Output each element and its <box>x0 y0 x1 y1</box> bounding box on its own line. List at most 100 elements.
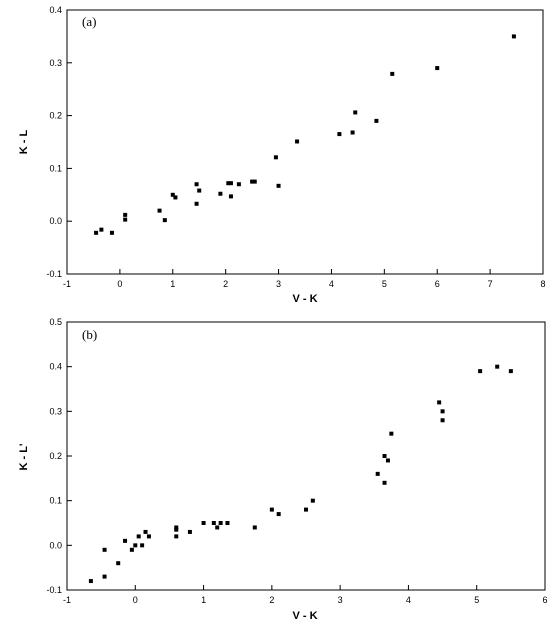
data-point-a-0-28 <box>511 34 516 39</box>
x-tick-label-b-6: 5 <box>474 595 479 605</box>
data-point-a-0-19 <box>273 155 278 160</box>
data-point-a-0-27 <box>435 66 440 71</box>
y-tick-label-a-5: 0.4 <box>49 5 62 15</box>
data-point-b-0-11 <box>174 534 179 539</box>
x-tick-label-b-4: 3 <box>338 595 343 605</box>
data-point-a-0-22 <box>337 132 342 137</box>
data-point-b-0-27 <box>382 480 387 485</box>
data-point-a-0-16 <box>236 182 241 187</box>
data-point-b-0-28 <box>385 458 390 463</box>
x-axis-label-b: V - K <box>292 610 317 622</box>
x-axis-label-a: V - K <box>292 293 317 305</box>
x-tick-label-b-1: 0 <box>133 595 138 605</box>
data-point-a-0-15 <box>228 194 233 199</box>
data-point-b-0-33 <box>478 369 483 374</box>
x-tick-label-b-7: 6 <box>542 595 547 605</box>
x-tick-label-b-2: 1 <box>201 595 206 605</box>
data-point-a-0-5 <box>157 208 162 213</box>
x-tick-label-a-8: 7 <box>488 279 493 289</box>
data-point-b-0-17 <box>215 525 220 530</box>
x-tick-label-b-3: 2 <box>269 595 274 605</box>
y-tick-label-a-0: -0.1 <box>46 269 62 279</box>
x-tick-label-a-9: 8 <box>540 279 545 289</box>
data-point-a-0-21 <box>295 139 300 144</box>
x-tick-label-b-5: 4 <box>406 595 411 605</box>
x-tick-label-b-0: -1 <box>63 595 71 605</box>
y-tick-label-b-6: 0.5 <box>49 317 62 327</box>
y-tick-label-a-2: 0.1 <box>49 163 62 173</box>
data-point-b-0-0 <box>88 579 93 584</box>
y-tick-label-a-4: 0.3 <box>49 58 62 68</box>
marks-b: -1 0 1 2 3 4 5 6 -0.1 0.0 0.1 0.2 0.3 0.4 0.5 <box>46 317 547 605</box>
data-point-b-0-26 <box>382 454 387 458</box>
x-tick-label-a-7: 6 <box>435 279 440 289</box>
x-tick-label-a-4: 3 <box>276 279 281 289</box>
data-point-b-0-6 <box>133 543 138 548</box>
data-point-a-0-8 <box>173 195 178 200</box>
data-point-b-0-4 <box>123 538 128 543</box>
y-tick-label-a-1: 0.0 <box>49 216 62 226</box>
x-tick-label-a-3: 2 <box>223 279 228 289</box>
data-point-b-0-34 <box>495 364 500 369</box>
data-point-b-0-32 <box>440 418 445 423</box>
data-point-b-0-1 <box>102 574 107 579</box>
data-point-b-0-12 <box>174 527 179 532</box>
y-axis-label-b: K - L' <box>18 443 30 470</box>
data-point-b-0-15 <box>201 521 206 525</box>
chart-panel-b: (b) V - K K - L' -1 0 1 2 3 4 5 6 -0.1 0.0 0.1 0.2 0… <box>18 317 548 622</box>
y-tick-label-b-0: -0.1 <box>46 585 62 595</box>
data-point-b-0-20 <box>252 525 257 530</box>
data-point-b-0-16 <box>211 521 216 525</box>
data-point-b-0-5 <box>129 547 134 552</box>
data-point-a-0-2 <box>109 230 114 235</box>
data-point-b-0-29 <box>389 431 394 436</box>
y-tick-label-b-3: 0.2 <box>49 451 62 461</box>
data-point-b-0-21 <box>269 507 274 512</box>
data-point-b-0-24 <box>310 498 315 503</box>
data-point-a-0-10 <box>197 188 202 193</box>
y-tick-label-a-3: 0.2 <box>49 111 62 121</box>
data-point-a-0-17 <box>250 179 255 184</box>
y-tick-label-b-4: 0.3 <box>49 406 62 416</box>
data-point-a-0-24 <box>353 110 358 115</box>
data-point-a-0-0 <box>94 230 99 235</box>
data-point-b-0-25 <box>375 471 380 476</box>
data-point-b-0-8 <box>140 543 145 548</box>
data-point-a-0-1 <box>99 227 104 232</box>
x-tick-label-a-6: 5 <box>382 279 387 289</box>
data-point-b-0-22 <box>276 512 281 517</box>
data-point-b-0-2 <box>102 547 107 552</box>
data-point-b-0-14 <box>187 529 192 534</box>
data-point-a-0-9 <box>194 182 199 187</box>
data-point-b-0-31 <box>440 409 445 414</box>
y-axis-label-a: K - L <box>18 130 30 155</box>
data-point-b-0-30 <box>437 400 442 405</box>
panel-label-b: (b) <box>82 327 97 342</box>
data-point-a-0-7 <box>170 192 175 197</box>
x-tick-label-a-2: 1 <box>170 279 175 289</box>
marks-a: -1 0 1 2 3 4 5 6 7 8 -0.1 0.0 0.1 0.2 0.3 0.4 <box>46 5 545 289</box>
data-point-a-0-14 <box>228 181 233 186</box>
data-point-b-0-23 <box>304 507 308 512</box>
y-tick-label-b-1: 0.0 <box>49 540 62 550</box>
plot-frame-a <box>66 9 544 275</box>
y-tick-label-b-5: 0.4 <box>49 362 62 372</box>
plot-frame-b <box>66 321 546 591</box>
x-tick-label-a-1: 0 <box>117 279 122 289</box>
data-point-a-0-13 <box>226 181 231 186</box>
data-point-a-0-25 <box>374 118 379 123</box>
y-tick-label-b-2: 0.1 <box>49 496 62 506</box>
data-point-a-0-4 <box>123 217 128 222</box>
data-point-a-0-12 <box>218 191 223 196</box>
data-point-a-0-11 <box>194 201 199 206</box>
data-point-b-0-3 <box>116 561 121 566</box>
data-point-b-0-35 <box>508 369 513 374</box>
x-tick-label-a-0: -1 <box>63 279 71 289</box>
chart-panel-a: (a) V - K K - L -1 0 1 2 3 4 5 6 7 8 -0.1 0.0 0.1 0.2… <box>18 5 546 305</box>
x-tick-label-a-5: 4 <box>329 279 334 289</box>
data-point-b-0-9 <box>143 529 148 534</box>
data-point-a-0-3 <box>123 212 128 217</box>
data-point-a-0-26 <box>390 71 395 76</box>
data-point-b-0-10 <box>146 534 151 539</box>
